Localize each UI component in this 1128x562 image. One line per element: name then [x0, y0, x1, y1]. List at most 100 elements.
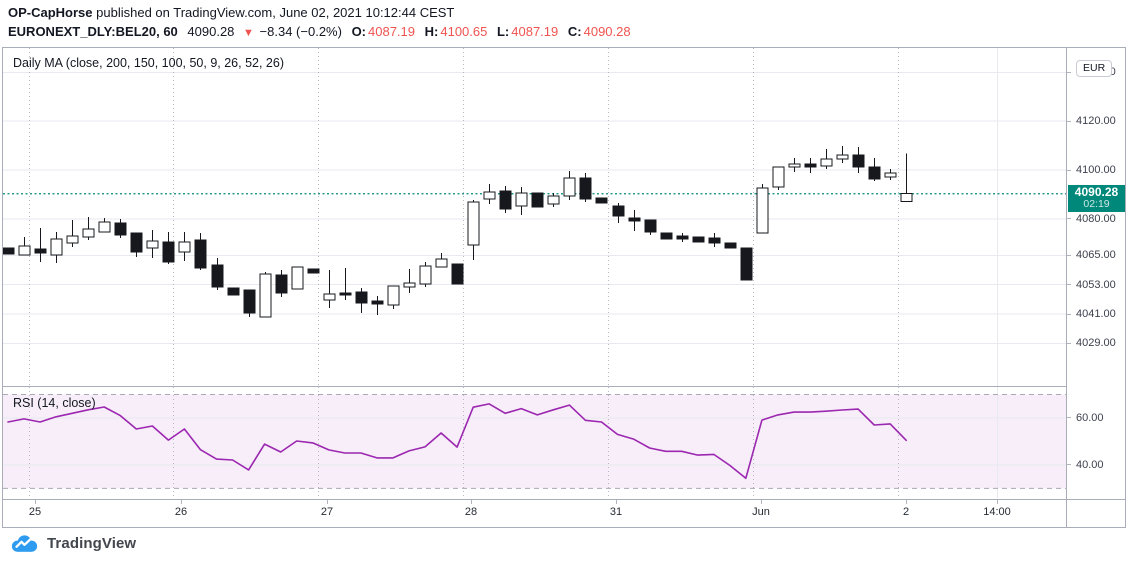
- time-tick-label: 2: [902, 506, 910, 518]
- tradingview-brand-text: TradingView: [47, 535, 137, 552]
- candle-body: [403, 282, 416, 288]
- candle-body: [339, 292, 352, 296]
- candle-body: [66, 235, 79, 244]
- chart-canvas[interactable]: [3, 48, 1066, 499]
- tradingview-logo-icon: [11, 535, 38, 552]
- tick-mark: [1067, 417, 1071, 419]
- tick-mark: [1067, 169, 1071, 171]
- candle-body: [483, 191, 496, 200]
- candle-body: [547, 195, 560, 205]
- candle-body: [371, 300, 384, 305]
- candle-body: [82, 228, 95, 238]
- header: OP-CapHorse published on TradingView.com…: [8, 4, 631, 42]
- candle-body: [194, 239, 207, 269]
- price-tick-label: 4120.00: [1067, 115, 1116, 127]
- candle-body: [628, 217, 641, 222]
- time-tick-label: 28: [464, 506, 478, 518]
- time-tick-mark: [761, 500, 762, 504]
- candle-body: [130, 232, 143, 253]
- candle-body: [772, 166, 785, 188]
- candle-body: [211, 264, 224, 288]
- candle-body: [756, 187, 769, 234]
- candle-body: [868, 166, 881, 180]
- price-tick-label: 4029.00: [1067, 337, 1116, 349]
- candle-body: [740, 247, 753, 281]
- high-value: 4100.65: [440, 24, 488, 39]
- time-tick-label: 25: [28, 506, 42, 518]
- time-tick-mark: [906, 500, 907, 504]
- rsi-indicator-label[interactable]: RSI (14, close): [13, 396, 96, 410]
- axis-corner: [1066, 499, 1125, 527]
- tick-mark: [1067, 464, 1071, 466]
- candle-body: [227, 287, 240, 296]
- last-price-text: 4090.28: [187, 24, 235, 39]
- candle-body: [275, 274, 288, 294]
- candle-body: [146, 240, 159, 249]
- time-tick-label: Jun: [752, 506, 770, 518]
- time-tick-mark: [327, 500, 328, 504]
- candle-body: [595, 197, 608, 204]
- tick-mark: [1067, 254, 1071, 256]
- chart-widget: Daily MA (close, 200, 150, 100, 50, 9, 2…: [2, 47, 1126, 528]
- candle-body: [243, 289, 256, 314]
- candle-body: [355, 291, 368, 304]
- publish-line: OP-CapHorse published on TradingView.com…: [8, 4, 631, 21]
- candle-body: [820, 158, 833, 167]
- time-tick-label: 14:00: [983, 506, 1011, 518]
- low-label: L:: [496, 24, 510, 39]
- candle-body: [900, 193, 913, 202]
- price-tick-label: 4041.00: [1067, 308, 1116, 320]
- ma-indicator-label[interactable]: Daily MA (close, 200, 150, 100, 50, 9, 2…: [13, 56, 284, 70]
- tick-mark: [1067, 71, 1071, 73]
- symbol-line: EURONEXT_DLY:BEL20, 60 4090.28 ▼ −8.34 (…: [8, 23, 631, 42]
- high-label: H:: [424, 24, 439, 39]
- tick-mark: [1067, 120, 1071, 122]
- candle-body: [178, 241, 191, 253]
- price-tick-label: 4065.00: [1067, 249, 1116, 261]
- candle-body: [259, 273, 272, 318]
- price-tick-label: 4053.00: [1067, 279, 1116, 291]
- last-price-axis-label: 4090.28 02:19: [1068, 184, 1125, 212]
- down-arrow-icon: ▼: [243, 27, 254, 39]
- candle-body: [323, 293, 336, 301]
- time-tick-label: 26: [174, 506, 188, 518]
- open-value: 4087.19: [368, 24, 416, 39]
- rsi-line: [7, 403, 908, 480]
- price-axis[interactable]: EUR 4090.28 02:19 4140.004120.004100.004…: [1066, 48, 1125, 499]
- currency-button[interactable]: EUR: [1076, 60, 1113, 77]
- time-tick-mark: [181, 500, 182, 504]
- candle-body: [387, 285, 400, 306]
- candle-body: [3, 247, 15, 255]
- candle-body: [531, 192, 544, 208]
- candle-body: [692, 236, 705, 243]
- candle-body: [788, 163, 801, 168]
- candle-body: [499, 190, 512, 210]
- candle-body: [579, 177, 592, 200]
- candle-body: [804, 163, 817, 168]
- candle-body: [724, 242, 737, 249]
- candle-body: [836, 154, 849, 160]
- candle-body: [676, 235, 689, 240]
- time-tick-label: 27: [320, 506, 334, 518]
- candle-body: [644, 219, 657, 233]
- tick-mark: [1067, 284, 1071, 286]
- candle-body: [34, 248, 47, 254]
- time-axis[interactable]: 25 26 27 28 31 Jun 2 14:00: [3, 499, 1066, 527]
- price-change-text: −8.34 (−0.2%): [259, 24, 342, 39]
- close-value: 4090.28: [583, 24, 631, 39]
- candle-body: [419, 265, 432, 285]
- time-tick-mark: [471, 500, 472, 504]
- candle-body: [291, 266, 304, 290]
- candle-body: [162, 241, 175, 263]
- candle-body: [563, 177, 576, 197]
- time-tick-mark: [35, 500, 36, 504]
- candle-body: [660, 232, 673, 240]
- last-price-value: 4090.28: [1074, 185, 1119, 200]
- rsi-tick-label: 60.00: [1067, 412, 1104, 424]
- time-tick-mark: [997, 500, 998, 504]
- candle-body: [307, 268, 320, 274]
- tick-mark: [1067, 218, 1071, 220]
- price-tick-label: 4100.00: [1067, 164, 1116, 176]
- candle-body: [114, 222, 127, 236]
- tradingview-attribution[interactable]: TradingView: [10, 534, 136, 553]
